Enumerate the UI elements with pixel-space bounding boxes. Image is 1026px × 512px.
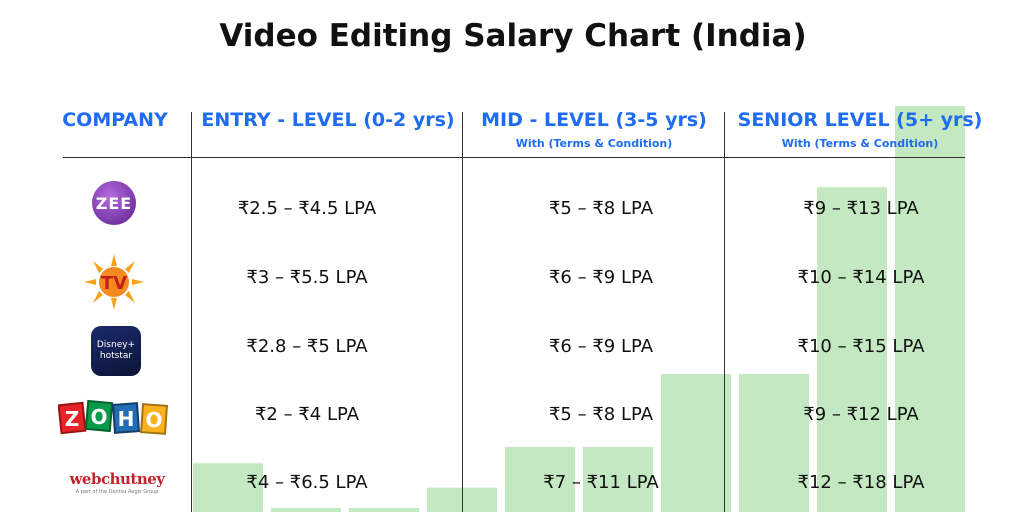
zoho-letter-3: H [118, 407, 135, 431]
zoho-senior-salary: ₹9 – ₹12 LPA [803, 404, 919, 425]
bar-5 [505, 447, 575, 512]
hotstar-logo-icon: Disney+ hotstar [91, 326, 141, 376]
suntv-senior-salary: ₹10 – ₹14 LPA [797, 267, 925, 288]
webchutney-entry-salary: ₹4 – ₹6.5 LPA [246, 472, 368, 493]
hotstar-senior-salary: ₹10 – ₹15 LPA [797, 336, 925, 357]
zee-logo-text: ZEE [95, 193, 133, 213]
zoho-entry-salary: ₹2 – ₹4 LPA [254, 404, 360, 425]
zee-mid-salary: ₹5 – ₹8 LPA [548, 198, 654, 219]
zee-senior-salary: ₹9 – ₹13 LPA [803, 198, 919, 219]
zee-entry-salary: ₹2.5 – ₹4.5 LPA [237, 198, 377, 219]
sun-tv-logo-icon: TV [84, 254, 144, 310]
senior-level-note: With (Terms & Condition) [781, 137, 939, 150]
zoho-mid-salary: ₹5 – ₹8 LPA [548, 404, 654, 425]
webchutney-logo-icon: webchutney A part of the Dentsu Aegis Gr… [64, 467, 170, 497]
bar-9 [817, 187, 887, 512]
header-senior-level: SENIOR LEVEL (5+ yrs) [737, 109, 983, 131]
zoho-letter-1: Z [65, 407, 80, 431]
column-divider-2 [462, 112, 463, 512]
hotstar-mid-salary: ₹6 – ₹9 LPA [548, 336, 654, 357]
webchutney-mid-salary: ₹7 – ₹11 LPA [543, 472, 659, 493]
sun-tv-logo-text: TV [101, 273, 127, 294]
header-divider [63, 157, 965, 158]
webchutney-logo-text: webchutney [69, 469, 165, 488]
bar-7 [661, 373, 731, 512]
bar-10 [895, 106, 965, 512]
zoho-letter-2: O [90, 405, 107, 429]
bar-8 [739, 373, 809, 512]
suntv-entry-salary: ₹3 – ₹5.5 LPA [246, 267, 368, 288]
header-entry-level: ENTRY - LEVEL (0-2 yrs) [201, 109, 455, 131]
bar-6 [583, 447, 653, 512]
column-divider-3 [724, 112, 725, 512]
webchutney-senior-salary: ₹12 – ₹18 LPA [797, 472, 925, 493]
bar-2 [271, 507, 341, 512]
bar-1 [193, 463, 263, 512]
mid-level-note: With (Terms & Condition) [515, 137, 673, 150]
zee-logo-icon: ZEE [92, 181, 136, 225]
bar-3 [349, 507, 419, 512]
zoho-logo-icon: Z O H O [58, 398, 170, 438]
hotstar-logo-text: Disney+ hotstar [96, 340, 136, 361]
suntv-mid-salary: ₹6 – ₹9 LPA [548, 267, 654, 288]
hotstar-entry-salary: ₹2.8 – ₹5 LPA [246, 336, 368, 357]
webchutney-logo-subtext: A part of the Dentsu Aegis Group [75, 488, 159, 495]
page-title: Video Editing Salary Chart (India) [219, 18, 807, 54]
zoho-letter-4: O [145, 408, 162, 432]
header-company: COMPANY [62, 109, 168, 131]
column-divider-1 [191, 112, 192, 512]
header-mid-level: MID - LEVEL (3-5 yrs) [481, 109, 707, 131]
